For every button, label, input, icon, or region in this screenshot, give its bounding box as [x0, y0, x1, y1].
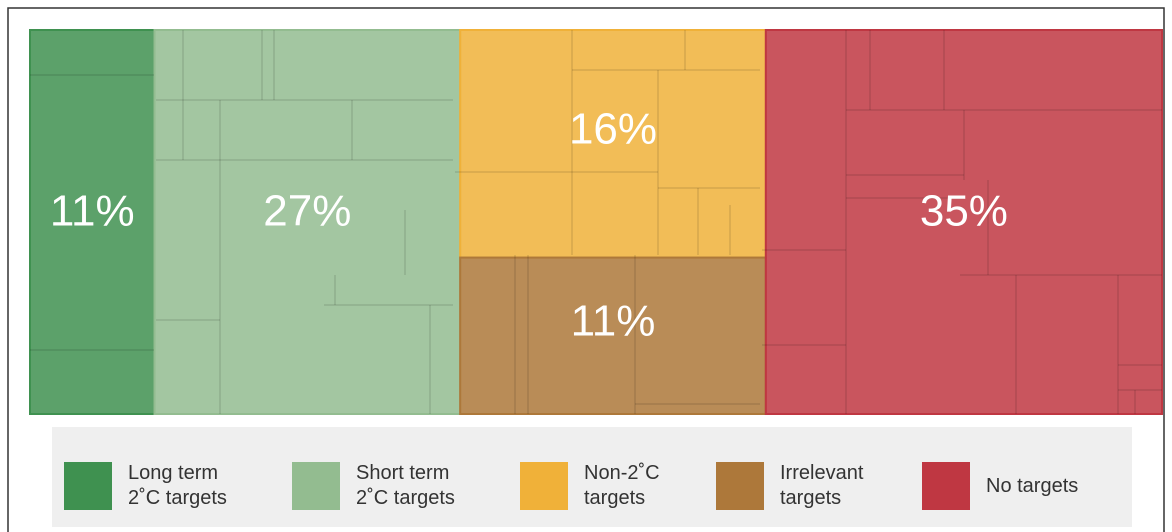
legend-item: Non-2˚C targets — [520, 462, 706, 510]
legend-swatch — [716, 462, 764, 510]
treemap-block — [764, 29, 1163, 415]
legend-label: No targets — [986, 474, 1079, 497]
sub-divisions — [30, 30, 1162, 414]
legend-swatch — [922, 462, 970, 510]
block-label: 27% — [263, 187, 351, 236]
block-label: 35% — [920, 187, 1008, 236]
legend-label: Non-2˚C targets — [584, 462, 660, 509]
treemap-block — [459, 256, 767, 415]
treemap-blocks — [29, 29, 1163, 415]
treemap-block — [29, 29, 156, 415]
legend-label: Short term 2˚C targets — [356, 462, 455, 509]
treemap-block — [153, 29, 462, 415]
legend-swatch — [64, 462, 112, 510]
block-label: 11% — [571, 296, 656, 345]
legend-item: Short term 2˚C targets — [292, 462, 478, 510]
block-labels: 11% 27% 16% 11% 35% — [50, 104, 1008, 345]
legend-label: Long term 2˚C targets — [128, 462, 227, 509]
legend-swatch — [520, 462, 568, 510]
block-label: 11% — [50, 187, 135, 236]
treemap-block — [459, 29, 767, 259]
legend-item: Long term 2˚C targets — [64, 462, 250, 510]
legend-item: No targets — [922, 462, 1108, 510]
legend-item: Irrelevant targets — [716, 462, 902, 510]
legend-swatch — [292, 462, 340, 510]
legend-label: Irrelevant targets — [780, 462, 864, 509]
block-label: 16% — [569, 104, 657, 153]
